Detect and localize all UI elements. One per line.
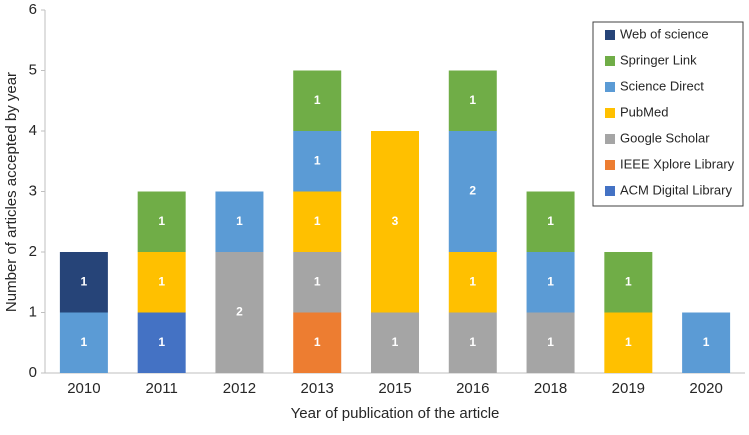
bar-segment	[137, 312, 186, 373]
legend-swatch	[605, 56, 615, 66]
value-label: 2	[469, 184, 476, 198]
x-tick-label: 2018	[534, 380, 567, 397]
value-label: 2	[236, 305, 243, 319]
legend-swatch	[605, 30, 615, 40]
value-label: 1	[703, 335, 710, 349]
bar-segment	[59, 252, 108, 313]
value-label: 3	[392, 214, 399, 228]
bar-segment	[293, 131, 342, 192]
legend-label: Springer Link	[620, 52, 697, 67]
value-label: 1	[469, 335, 476, 349]
bar-segment	[371, 312, 419, 373]
value-label: 1	[625, 274, 632, 288]
bar-segment	[371, 131, 419, 313]
legend	[592, 21, 744, 207]
legend-swatch	[605, 160, 615, 170]
value-label: 1	[236, 214, 243, 228]
legend-swatch	[605, 134, 615, 144]
bar-segment	[293, 312, 342, 373]
value-label: 1	[81, 274, 88, 288]
bar-segment	[137, 191, 186, 252]
bar-segment	[215, 252, 264, 373]
x-tick-label: 2019	[612, 380, 645, 397]
bar-segment	[526, 191, 575, 252]
bar-segment	[215, 191, 264, 252]
value-label: 1	[158, 214, 165, 228]
y-tick-label: 6	[29, 1, 37, 18]
legend-swatch	[605, 82, 615, 92]
legend-label: ACM Digital Library	[620, 182, 732, 197]
bar-segment	[293, 70, 342, 131]
y-tick-label: 2	[29, 243, 37, 260]
x-tick-label: 2016	[456, 380, 489, 397]
y-tick-label: 3	[29, 182, 37, 199]
x-tick-label: 2011	[146, 380, 178, 397]
x-tick-label: 2012	[223, 380, 256, 397]
x-tick-label: 2020	[689, 380, 722, 397]
bar-segment	[604, 252, 653, 313]
value-label: 1	[547, 214, 554, 228]
bar-segment	[448, 252, 497, 313]
value-label: 1	[314, 214, 321, 228]
y-tick-label: 4	[29, 122, 37, 139]
y-tick-label: 5	[29, 61, 37, 78]
value-label: 1	[314, 274, 321, 288]
y-tick-label: 0	[29, 364, 37, 381]
value-label: 1	[625, 335, 632, 349]
legend-swatch	[605, 108, 615, 118]
bar-segment	[59, 312, 108, 373]
legend-swatch	[605, 186, 615, 196]
value-label: 1	[314, 93, 321, 107]
bar-segment	[137, 252, 186, 313]
bar-segment	[448, 312, 497, 373]
y-axis-title: Number of articles accepted by year	[3, 72, 20, 312]
x-tick-label: 2013	[301, 380, 334, 397]
x-tick-label: 2015	[378, 380, 411, 397]
legend-label: Science Direct	[620, 78, 704, 93]
value-label: 1	[81, 335, 88, 349]
value-label: 1	[392, 335, 399, 349]
legend-label: IEEE Xplore Library	[620, 156, 735, 171]
bar-segment	[448, 70, 497, 131]
bar-segment	[604, 312, 653, 373]
value-label: 1	[314, 153, 321, 167]
value-label: 1	[547, 335, 554, 349]
value-label: 1	[158, 274, 165, 288]
legend-label: PubMed	[620, 104, 668, 119]
bar-segment	[293, 252, 342, 313]
bar-segment	[526, 252, 575, 313]
value-label: 1	[314, 335, 321, 349]
bar-segment	[448, 131, 497, 252]
x-axis-title: Year of publication of the article	[291, 405, 500, 422]
value-label: 1	[469, 274, 476, 288]
value-label: 1	[158, 335, 165, 349]
x-tick-label: 2010	[67, 380, 100, 397]
legend-label: Web of science	[620, 26, 709, 41]
legend-label: Google Scholar	[620, 130, 710, 145]
y-tick-label: 1	[29, 303, 37, 320]
value-label: 1	[469, 93, 476, 107]
bar-segment	[293, 191, 342, 252]
bar-segment	[682, 312, 731, 373]
value-label: 1	[547, 274, 554, 288]
bar-segment	[526, 312, 575, 373]
